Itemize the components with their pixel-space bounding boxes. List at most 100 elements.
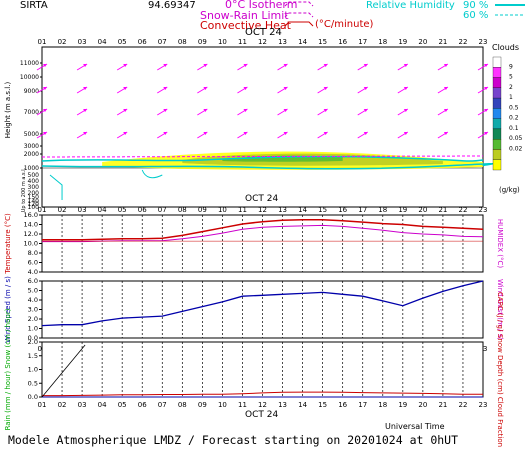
wind-arrow-icon [397,131,409,139]
date-label-mid: OCT 24 [245,194,278,204]
colorbar-tick-label: 5 [509,74,513,81]
hour-tick-top: 22 [458,38,467,46]
height-tick-label-lower: 150 [28,194,40,201]
wind-arrow-icon [437,131,449,139]
rain-panel-ylabel-right: CAPC (J / g) Snow Depth (cm) Cloud Fract… [496,292,504,447]
temperature-panel-ytick-label: 6.0 [28,259,38,267]
legend-snow-marker [284,12,314,18]
wind-arrow-head [363,64,368,67]
wind-arrow-head [323,132,328,135]
height-tick-label: 2000 [24,151,39,158]
colorbar-swatch [492,118,502,130]
wind-arrow-icon [157,63,168,71]
hour-tick-bottom: 12 [258,401,267,409]
wind-panel-ytick-label: 5.0 [28,287,38,295]
temperature-panel-ylabel: Temperature (°C) [4,213,12,275]
hour-tick-bottom: 02 [58,401,67,409]
wind-arrow-icon [357,131,368,139]
wind-arrow-head [443,64,448,67]
wind-arrow-icon [477,131,489,139]
temperature-panel-ytick-label: 16.0 [24,211,38,219]
wind-arrow-icon [76,131,88,139]
wind-arrow-icon [277,86,288,94]
height-tick-label: 1000 [24,165,39,172]
rain-panel-ytick-label: 1.0 [28,366,38,374]
wind-arrow-head [163,64,168,67]
wind-arrow-head [484,87,488,90]
colorbar-tick-label: 0.2 [509,115,519,122]
hour-tick-top: 21 [438,38,447,46]
hour-tick-top: 10 [218,38,227,46]
station-coords: 94.69347 [148,0,196,11]
hour-tick-top: 01 [38,38,47,46]
wind-arrow-head [203,87,208,90]
colorbar-tick-label: 1 [509,94,513,101]
height-tick-label: 5000 [24,131,39,138]
rain-panel-ytick-label: 2.0 [28,338,38,346]
wind-arrow-head [283,87,288,90]
wind-arrow-head [283,109,288,112]
wind-panel-series-0 [41,280,484,327]
wind-arrow-head [484,132,488,135]
hour-tick-cloud-bottom: 20 [418,206,427,214]
colorbar-tick-label: 0.02 [509,145,523,152]
hour-tick-top: 12 [258,38,267,46]
hour-tick-cloud-bottom: 22 [458,206,467,214]
rh-contour-90 [41,155,484,162]
hour-tick-bottom: 21 [438,401,447,409]
wind-panel-ytick-label: 4.0 [28,296,38,304]
wind-arrow-icon [317,108,328,116]
wind-panel-ylabel-right: Wind Gust (m / s) [496,279,504,340]
wind-arrow-icon [277,131,288,139]
rain-panel-ytick-label: 0.5 [28,379,38,387]
hour-tick-top: 18 [378,38,387,46]
wind-arrow-head [323,109,328,112]
wind-arrow-icon [437,63,449,71]
wind-arrow-head [443,87,448,90]
wind-arrow-head [43,87,47,90]
wind-arrow-icon [116,131,128,139]
wind-arrow-head [443,132,448,135]
cloud-panel-frame [41,46,484,208]
wind-arrow-head [323,64,328,67]
height-tick-label-lower: 140 [28,198,40,205]
wind-arrow-icon [477,63,489,71]
wind-arrow-icon [76,108,88,116]
colorbar-swatch [492,87,502,99]
wind-arrow-head [243,109,248,112]
cloud-ylabel-lower: Up to 200 m a.s.l. [21,167,27,212]
hour-tick-bottom: 04 [98,401,107,409]
temperature-panel-ylabel-right: HUMIDEX (°C) [496,219,504,268]
wind-arrow-icon [76,63,88,71]
wind-panel-ytick-label: 2.0 [28,315,38,323]
colorbar-swatch [492,77,502,88]
hour-tick-cloud-bottom: 03 [78,206,87,214]
wind-arrow-icon [317,63,328,71]
wind-arrow-icon [237,86,248,94]
wind-arrow-icon [357,63,368,71]
colorbar-swatch [492,159,502,171]
hour-tick-bottom: 22 [458,401,467,409]
wind-arrow-head [83,132,88,135]
colorbar-units: (g/kg) [499,186,520,194]
height-tick-label: 7000 [24,109,39,116]
hour-tick-cloud-bottom: 10 [218,206,227,214]
legend-rh-90: 90 % [463,0,488,11]
hour-tick-cloud-bottom: 13 [278,206,287,214]
wind-arrow-head [243,87,248,90]
hour-tick-cloud-bottom: 02 [58,206,67,214]
height-tick-label-lower: 120 [28,201,40,208]
hour-tick-top: 20 [418,38,427,46]
wind-arrow-head [484,64,488,67]
rain-panel-diagonal [41,344,86,398]
wind-arrow-head [403,132,408,135]
wind-arrow-head [43,132,47,135]
height-tick-label: 11000 [20,60,39,67]
hour-tick-bottom: 20 [418,401,427,409]
hour-tick-bottom: 13 [278,401,287,409]
hour-tick-cloud-bottom: 07 [158,206,167,214]
legend-rh-60: 60 % [463,10,488,21]
colorbar-tick-label: 0.5 [509,104,519,111]
legend-convective-marker [284,21,314,27]
wind-arrow-icon [317,86,328,94]
